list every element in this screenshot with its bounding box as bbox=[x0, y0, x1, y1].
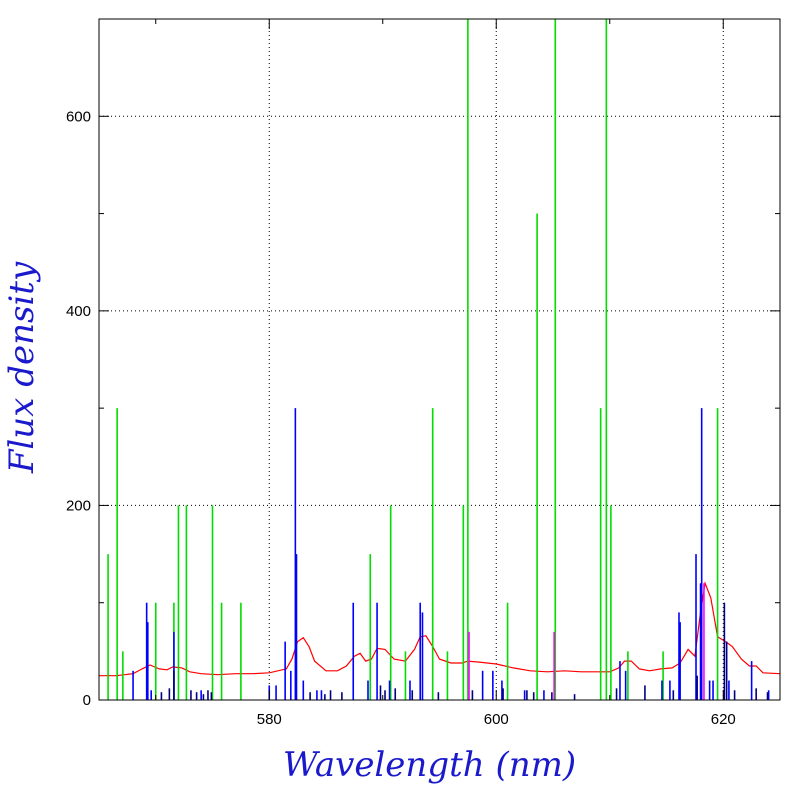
plot-border bbox=[98, 18, 781, 701]
y-tick-label: 400 bbox=[66, 303, 91, 320]
emission-lines-layer bbox=[107, 19, 770, 700]
x-axis-title: Wavelength (nm) bbox=[283, 745, 576, 785]
plot-frame bbox=[98, 18, 781, 701]
x-tick-label: 600 bbox=[484, 711, 509, 728]
tick-labels: 580 600 620 0 200 400 600 bbox=[66, 108, 736, 728]
model-curve-layer bbox=[99, 581, 781, 677]
y-tick-label: 0 bbox=[83, 692, 91, 709]
y-tick-label: 600 bbox=[66, 108, 91, 125]
x-tick-label: 620 bbox=[711, 711, 736, 728]
y-axis-title: Flux density bbox=[2, 261, 42, 474]
axis-ticks bbox=[99, 19, 780, 701]
x-tick-label: 580 bbox=[257, 711, 282, 728]
grid-lines bbox=[99, 19, 780, 700]
y-tick-label: 200 bbox=[66, 497, 91, 514]
model-spectrum-curve bbox=[99, 581, 781, 677]
